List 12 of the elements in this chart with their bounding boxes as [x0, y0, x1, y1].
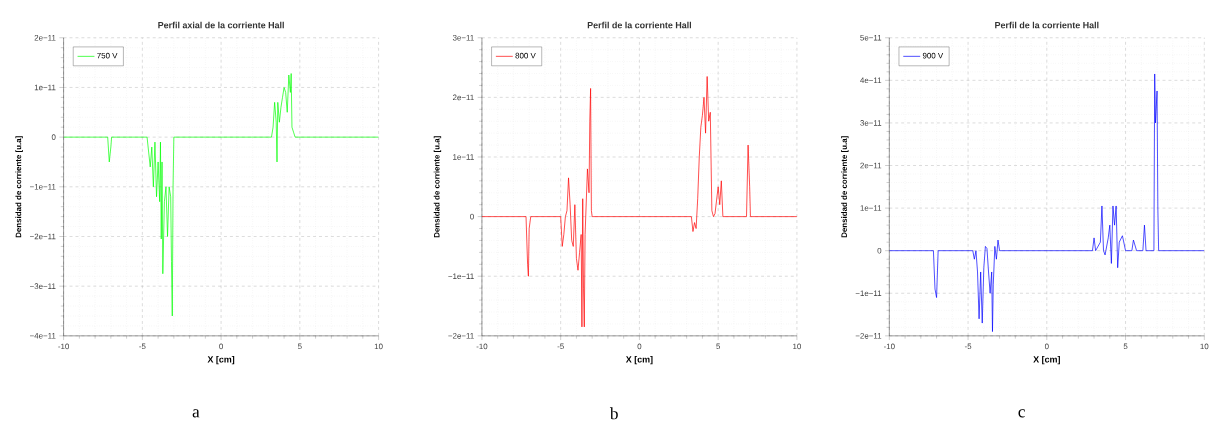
x-axis-title: X [cm] — [1033, 355, 1060, 365]
text: a — [192, 409, 200, 418]
line-series — [481, 76, 797, 328]
chart-title: Perfil de la corriente Hall — [587, 21, 692, 29]
x-axis-title: X [cm] — [207, 355, 235, 365]
line-series — [63, 73, 379, 317]
chart-title: Perfil de la corriente Hall — [995, 21, 1099, 29]
text: b — [609, 407, 618, 420]
chart-title: Perfil axial de la corriente Hall — [158, 21, 284, 29]
x-axis-title: X [cm] — [625, 355, 653, 365]
text: c — [1018, 409, 1025, 418]
line-series — [889, 73, 1205, 332]
